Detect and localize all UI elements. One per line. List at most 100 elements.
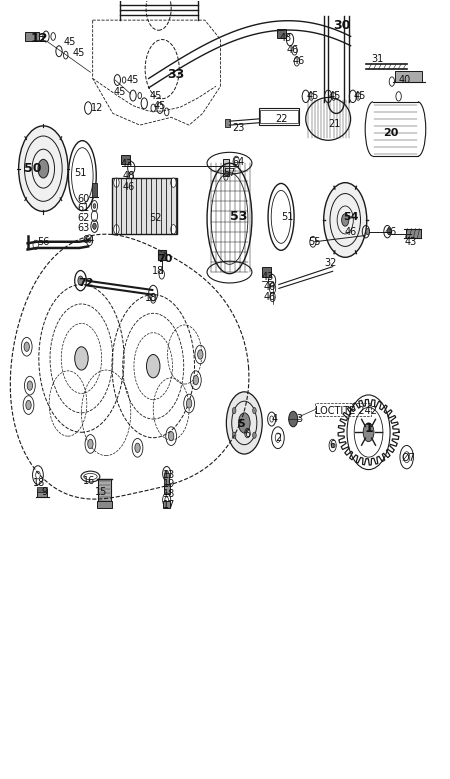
Text: 61: 61 bbox=[77, 203, 90, 213]
Text: 53: 53 bbox=[230, 210, 247, 224]
Circle shape bbox=[38, 160, 49, 178]
Text: 45: 45 bbox=[154, 101, 166, 111]
Bar bbox=[92, 182, 97, 196]
Text: 31: 31 bbox=[371, 54, 384, 64]
Bar bbox=[396, 71, 423, 82]
Circle shape bbox=[135, 443, 140, 453]
Text: 43: 43 bbox=[261, 272, 274, 282]
Circle shape bbox=[27, 381, 32, 390]
Text: 64: 64 bbox=[82, 235, 94, 245]
Text: 43: 43 bbox=[405, 237, 417, 247]
Circle shape bbox=[75, 347, 88, 370]
Text: 20: 20 bbox=[383, 128, 399, 138]
Bar bbox=[262, 267, 271, 277]
Bar bbox=[164, 474, 169, 485]
Text: 18: 18 bbox=[152, 266, 164, 276]
Circle shape bbox=[78, 276, 83, 285]
Circle shape bbox=[252, 407, 256, 414]
Circle shape bbox=[331, 443, 334, 448]
Text: 45: 45 bbox=[113, 87, 126, 97]
Text: 46: 46 bbox=[264, 292, 276, 302]
Circle shape bbox=[165, 471, 168, 477]
Circle shape bbox=[114, 224, 119, 234]
Circle shape bbox=[24, 342, 29, 351]
Text: 63: 63 bbox=[77, 223, 90, 233]
Text: 18: 18 bbox=[163, 489, 175, 499]
Circle shape bbox=[26, 400, 31, 410]
Circle shape bbox=[93, 203, 96, 208]
Text: 45: 45 bbox=[127, 75, 139, 85]
Text: 46: 46 bbox=[385, 227, 397, 238]
Circle shape bbox=[88, 439, 93, 449]
Circle shape bbox=[226, 392, 262, 454]
Text: 30: 30 bbox=[333, 19, 351, 32]
Bar bbox=[163, 485, 170, 494]
Text: 55: 55 bbox=[308, 237, 321, 247]
Text: 40: 40 bbox=[398, 75, 410, 85]
Text: 17: 17 bbox=[163, 499, 175, 509]
Circle shape bbox=[114, 178, 119, 187]
Text: 13: 13 bbox=[163, 470, 175, 480]
Circle shape bbox=[238, 413, 250, 433]
Text: 5: 5 bbox=[237, 420, 244, 429]
Text: Ø7: Ø7 bbox=[402, 453, 416, 463]
Circle shape bbox=[232, 407, 236, 414]
Text: 46: 46 bbox=[264, 282, 276, 292]
Text: 43: 43 bbox=[120, 159, 132, 169]
Text: 15: 15 bbox=[95, 487, 108, 497]
Bar bbox=[260, 111, 298, 123]
Text: 2: 2 bbox=[276, 432, 282, 442]
Text: 45: 45 bbox=[64, 37, 76, 47]
Text: 4: 4 bbox=[271, 414, 277, 424]
Circle shape bbox=[168, 432, 174, 441]
Circle shape bbox=[252, 432, 256, 439]
Text: 16: 16 bbox=[83, 476, 96, 486]
Bar bbox=[121, 155, 130, 164]
Text: 56: 56 bbox=[37, 237, 50, 247]
Text: 22: 22 bbox=[275, 114, 288, 124]
Circle shape bbox=[342, 213, 349, 226]
Text: 50: 50 bbox=[24, 162, 42, 175]
Text: 12: 12 bbox=[30, 31, 48, 44]
Bar bbox=[158, 249, 166, 259]
Text: LOCTITE 242: LOCTITE 242 bbox=[315, 407, 377, 416]
Bar bbox=[315, 404, 371, 416]
Circle shape bbox=[88, 238, 91, 242]
Text: 60: 60 bbox=[77, 194, 90, 204]
Circle shape bbox=[193, 375, 198, 385]
Text: 46: 46 bbox=[286, 44, 298, 55]
Text: 9: 9 bbox=[41, 487, 48, 497]
Circle shape bbox=[171, 224, 176, 234]
Bar bbox=[163, 502, 170, 509]
Text: 46: 46 bbox=[122, 182, 135, 192]
Circle shape bbox=[93, 223, 96, 229]
Text: 18: 18 bbox=[33, 478, 45, 488]
Bar bbox=[37, 489, 47, 497]
Text: 45: 45 bbox=[328, 91, 341, 101]
Circle shape bbox=[186, 399, 192, 408]
Text: 21: 21 bbox=[328, 118, 341, 129]
Text: 45: 45 bbox=[353, 91, 366, 101]
Text: 51: 51 bbox=[282, 212, 294, 222]
Text: 19: 19 bbox=[163, 479, 175, 489]
Bar bbox=[112, 178, 177, 234]
Circle shape bbox=[363, 423, 374, 442]
Text: 12: 12 bbox=[91, 103, 104, 113]
Circle shape bbox=[18, 126, 68, 211]
Text: 72: 72 bbox=[78, 278, 94, 288]
Text: 6: 6 bbox=[329, 440, 336, 450]
Text: 52: 52 bbox=[149, 213, 162, 224]
Circle shape bbox=[387, 228, 391, 234]
Text: 33: 33 bbox=[167, 68, 184, 81]
Text: 23: 23 bbox=[232, 123, 245, 133]
Text: 3: 3 bbox=[296, 414, 302, 424]
Text: 32: 32 bbox=[324, 258, 337, 268]
Circle shape bbox=[147, 354, 160, 378]
Bar bbox=[25, 32, 39, 41]
Text: 45: 45 bbox=[306, 91, 319, 101]
Bar bbox=[277, 29, 287, 38]
Circle shape bbox=[366, 228, 369, 234]
Text: 6: 6 bbox=[244, 428, 251, 439]
Bar bbox=[97, 502, 112, 508]
Text: 70: 70 bbox=[157, 254, 172, 264]
